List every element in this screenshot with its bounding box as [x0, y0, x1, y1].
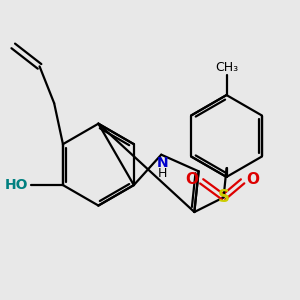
Text: S: S — [218, 188, 230, 206]
Text: H: H — [158, 167, 167, 180]
Text: O: O — [246, 172, 259, 188]
Text: N: N — [157, 156, 169, 170]
Text: O: O — [185, 172, 198, 188]
Text: CH₃: CH₃ — [215, 61, 238, 74]
Text: HO: HO — [4, 178, 28, 192]
